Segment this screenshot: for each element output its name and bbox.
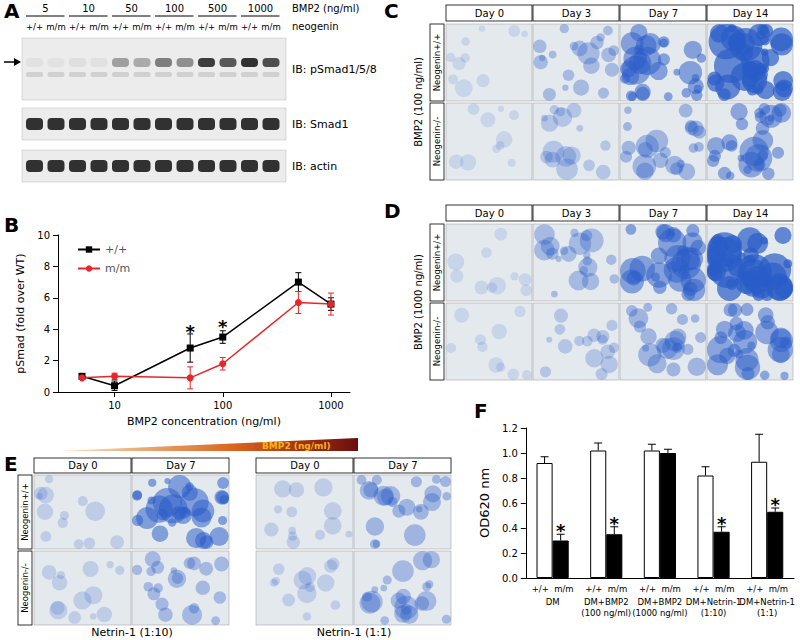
svg-text:DM+BMP2: DM+BMP2: [638, 597, 683, 607]
svg-text:1000: 1000: [318, 400, 343, 411]
svg-text:+/+: +/+: [112, 22, 129, 32]
svg-text:BMP2 (1000 ng/ml): BMP2 (1000 ng/ml): [413, 254, 424, 350]
svg-text:m/m: m/m: [89, 22, 108, 32]
svg-text:DM+Netrin-1: DM+Netrin-1: [686, 597, 742, 607]
svg-text:Day 7: Day 7: [649, 8, 678, 19]
svg-text:m/m: m/m: [46, 22, 65, 32]
svg-text:A: A: [4, 0, 20, 23]
svg-text:0.2: 0.2: [502, 548, 518, 559]
svg-text:10: 10: [108, 400, 121, 411]
svg-text:(1000 ng/ml): (1000 ng/ml): [632, 608, 687, 618]
svg-text:BMP2 (ng/ml): BMP2 (ng/ml): [292, 3, 360, 14]
svg-text:100: 100: [213, 400, 232, 411]
svg-text:0.4: 0.4: [502, 523, 518, 534]
svg-text:(100 ng/ml): (100 ng/ml): [581, 608, 631, 618]
svg-text:OD620 nm: OD620 nm: [477, 468, 492, 538]
svg-text:Neogenin-/-: Neogenin-/-: [432, 117, 442, 167]
svg-text:Neogenin-/-: Neogenin-/-: [20, 563, 30, 613]
svg-text:0.6: 0.6: [502, 498, 518, 509]
svg-text:Day 7: Day 7: [388, 460, 417, 471]
svg-text:*: *: [771, 494, 781, 515]
svg-text:+/+: +/+: [198, 22, 215, 32]
svg-text:50: 50: [125, 3, 138, 14]
svg-text:Neogenin+/+: Neogenin+/+: [432, 34, 442, 92]
svg-text:Day 0: Day 0: [68, 460, 97, 471]
svg-text:Day 7: Day 7: [166, 460, 195, 471]
svg-text:m/m: m/m: [105, 262, 130, 275]
svg-text:+/+: +/+: [241, 22, 258, 32]
svg-text:8: 8: [44, 261, 50, 272]
svg-text:+/+: +/+: [155, 22, 172, 32]
svg-text:BMP2 (ng/ml): BMP2 (ng/ml): [262, 441, 331, 451]
svg-text:m/m: m/m: [132, 22, 151, 32]
svg-text:1.2: 1.2: [502, 423, 518, 434]
svg-text:DM+BMP2: DM+BMP2: [584, 597, 629, 607]
svg-text:Netrin-1 (1:10): Netrin-1 (1:10): [91, 626, 173, 639]
svg-text:neogenin: neogenin: [292, 21, 339, 32]
svg-text:Day 3: Day 3: [562, 8, 591, 19]
svg-text:F: F: [474, 399, 488, 423]
svg-text:Day 7: Day 7: [649, 208, 678, 219]
svg-text:BMP2 (100 ng/ml): BMP2 (100 ng/ml): [413, 57, 424, 147]
svg-text:Day 3: Day 3: [562, 208, 591, 219]
svg-text:*: *: [610, 513, 620, 534]
svg-text:Neogenin-/-: Neogenin-/-: [432, 317, 442, 367]
svg-text:1.0: 1.0: [502, 448, 518, 459]
svg-text:Day 0: Day 0: [290, 460, 319, 471]
svg-text:+/+: +/+: [105, 243, 127, 256]
svg-text:+/+: +/+: [69, 22, 86, 32]
svg-text:BMP2 concentration (ng/ml): BMP2 concentration (ng/ml): [127, 415, 281, 428]
svg-text:0.0: 0.0: [502, 573, 518, 584]
svg-text:4: 4: [44, 324, 50, 335]
svg-text:0.8: 0.8: [502, 473, 518, 484]
svg-text:Day 14: Day 14: [733, 208, 769, 219]
svg-text:+/+ m/m: +/+ m/m: [639, 584, 681, 594]
svg-text:E: E: [4, 452, 18, 476]
svg-text:(1:1): (1:1): [757, 608, 777, 618]
svg-text:+/+ m/m: +/+ m/m: [532, 584, 574, 594]
svg-text:500: 500: [208, 3, 227, 14]
svg-text:2: 2: [44, 355, 50, 366]
svg-text:*: *: [185, 321, 195, 342]
svg-text:m/m: m/m: [261, 22, 280, 32]
svg-text:(1:10): (1:10): [701, 608, 727, 618]
svg-text:10: 10: [37, 230, 50, 241]
svg-text:Day 0: Day 0: [475, 8, 504, 19]
svg-text:DM: DM: [546, 597, 560, 607]
svg-text:Day 0: Day 0: [475, 208, 504, 219]
svg-text:*: *: [556, 520, 566, 541]
svg-text:D: D: [384, 199, 401, 223]
svg-text:1000: 1000: [248, 3, 273, 14]
svg-text:*: *: [218, 316, 228, 337]
svg-text:6: 6: [44, 292, 50, 303]
svg-text:m/m: m/m: [175, 22, 194, 32]
svg-text:0: 0: [44, 387, 50, 398]
svg-text:+/+ m/m: +/+ m/m: [746, 584, 788, 594]
svg-text:Netrin-1 (1:1): Netrin-1 (1:1): [317, 626, 392, 639]
svg-text:100: 100: [165, 3, 184, 14]
svg-text:pSmad (fold over WT): pSmad (fold over WT): [14, 253, 27, 373]
svg-text:IB: Smad1: IB: Smad1: [292, 118, 348, 131]
svg-text:m/m: m/m: [218, 22, 237, 32]
svg-text:DM+Netrin-1: DM+Netrin-1: [739, 597, 795, 607]
svg-text:+/+: +/+: [26, 22, 43, 32]
svg-text:*: *: [717, 513, 727, 534]
svg-text:C: C: [384, 0, 399, 23]
svg-text:5: 5: [42, 3, 48, 14]
svg-text:+/+ m/m: +/+ m/m: [585, 584, 627, 594]
svg-text:IB: pSmad1/5/8: IB: pSmad1/5/8: [292, 63, 377, 76]
svg-text:Neogenin+/+: Neogenin+/+: [20, 483, 30, 541]
svg-text:B: B: [4, 213, 19, 237]
svg-text:+/+ m/m: +/+ m/m: [693, 584, 735, 594]
svg-text:IB: actin: IB: actin: [292, 160, 337, 173]
svg-text:Neogenin+/+: Neogenin+/+: [432, 234, 442, 292]
svg-text:10: 10: [82, 3, 95, 14]
svg-text:Day 14: Day 14: [733, 8, 769, 19]
